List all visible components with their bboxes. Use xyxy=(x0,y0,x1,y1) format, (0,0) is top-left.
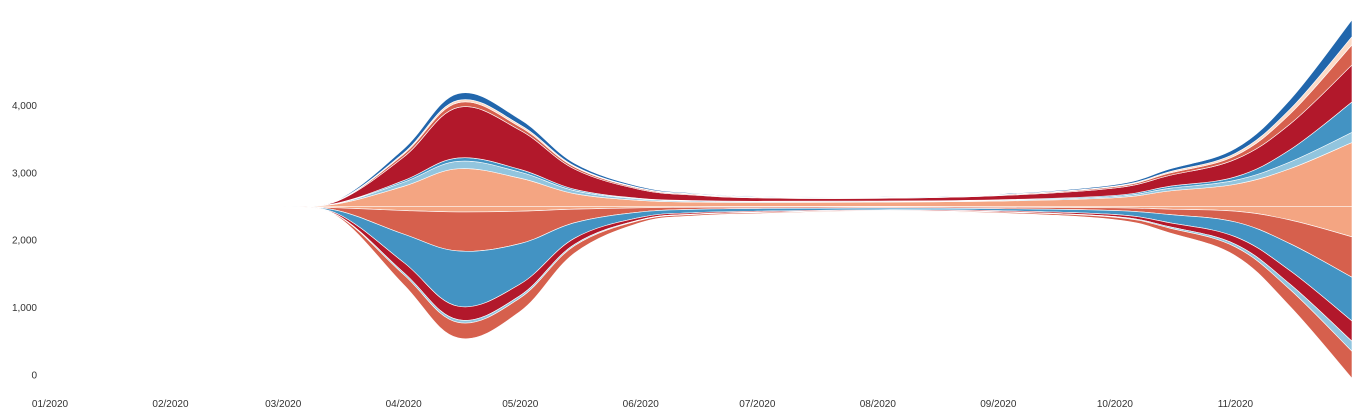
y-tick-label: 0 xyxy=(31,371,37,382)
y-axis: 0 1,000 2,000 3,000 4,000 xyxy=(12,101,37,382)
y-tick-label: 2,000 xyxy=(12,236,37,247)
x-axis: 01/2020 02/2020 03/2020 04/2020 05/2020 06/20… xyxy=(32,399,1254,410)
x-tick-label: 09/2020 xyxy=(980,399,1017,410)
y-tick-label: 1,000 xyxy=(12,303,37,314)
x-tick-label: 10/2020 xyxy=(1097,399,1134,410)
x-tick-label: 08/2020 xyxy=(860,399,897,410)
x-tick-label: 01/2020 xyxy=(32,399,69,410)
y-tick-label: 3,000 xyxy=(12,168,37,179)
x-tick-label: 02/2020 xyxy=(152,399,189,410)
stream-layers xyxy=(283,18,1353,380)
x-tick-label: 07/2020 xyxy=(739,399,776,410)
x-tick-label: 06/2020 xyxy=(623,399,660,410)
x-tick-label: 11/2020 xyxy=(1218,399,1254,410)
x-tick-label: 05/2020 xyxy=(502,399,539,410)
y-tick-label: 4,000 xyxy=(12,101,37,112)
x-tick-label: 04/2020 xyxy=(386,399,423,410)
upper-stream-layer-7 xyxy=(283,18,1353,207)
x-tick-label: 03/2020 xyxy=(265,399,302,410)
lower-stream-layer-6 xyxy=(283,206,1353,380)
